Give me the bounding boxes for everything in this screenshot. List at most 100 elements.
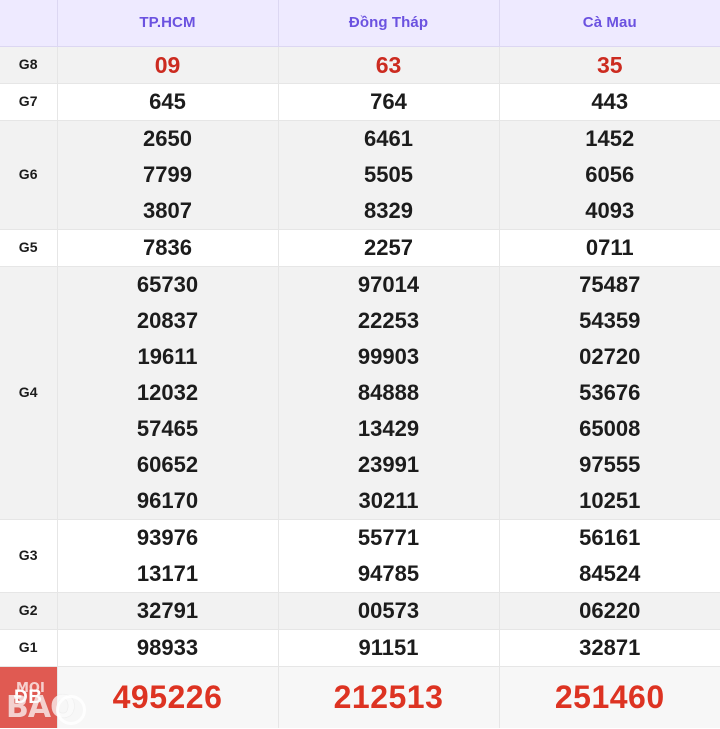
prize-cell-g4-dongthap: 97014 22253 99903 84888 13429 23991 30211 [278, 266, 500, 520]
prize-number: 00573 [357, 597, 420, 623]
prize-cell-g8-tphcm: 09 [57, 46, 279, 84]
prize-number: 55771 [357, 524, 420, 550]
special-prize-tphcm: 495226 [57, 666, 279, 728]
number-stack: 00573 [279, 593, 499, 629]
prize-cell-g3-tphcm: 93976 13171 [57, 519, 279, 593]
prize-number: 13171 [136, 560, 199, 586]
number-stack: 35 [500, 47, 720, 83]
table-row: G6 2650 7799 3807 6461 5505 8329 1452 6056 4093 [0, 120, 720, 230]
number-stack: 32871 [500, 630, 720, 666]
prize-number: 443 [591, 88, 629, 114]
prize-label-g6: G6 [0, 120, 58, 230]
prize-label-g5: G5 [0, 229, 58, 267]
prize-cell-g5-camau: 0711 [499, 229, 720, 267]
prize-number: 19611 [137, 343, 198, 369]
prize-number: 93976 [136, 524, 199, 550]
prize-number: 97555 [579, 451, 641, 477]
number-stack: 93976 13171 [58, 520, 278, 592]
number-stack: 0711 [500, 230, 720, 266]
number-stack: 65730 20837 19611 12032 57465 60652 96170 [58, 267, 278, 519]
prize-cell-g6-tphcm: 2650 7799 3807 [57, 120, 279, 230]
watermark-ring-icon [56, 695, 86, 725]
prize-label-g4: G4 [0, 266, 58, 520]
column-header-tphcm: TP.HCM [57, 0, 279, 47]
column-header-camau: Cà Mau [499, 0, 720, 47]
prize-cell-g7-tphcm: 645 [57, 83, 279, 121]
special-prize-camau: 251460 [499, 666, 720, 728]
number-stack: 06220 [500, 593, 720, 629]
prize-number: 13429 [357, 415, 420, 441]
table-row: G2 32791 00573 06220 [0, 592, 720, 630]
prize-cell-g6-dongthap: 6461 5505 8329 [278, 120, 500, 230]
number-stack: 98933 [58, 630, 278, 666]
prize-cell-g3-camau: 56161 84524 [499, 519, 720, 593]
prize-number: 6461 [364, 125, 413, 151]
prize-number: 65730 [136, 271, 199, 297]
prize-label-g3: G3 [0, 519, 58, 593]
table-row: G1 98933 91151 32871 [0, 629, 720, 667]
number-stack: 764 [279, 84, 499, 120]
prize-cell-g1-dongthap: 91151 [278, 629, 500, 667]
number-stack: 443 [500, 84, 720, 120]
number-stack: 32791 [58, 593, 278, 629]
prize-cell-g3-dongthap: 55771 94785 [278, 519, 500, 593]
header-row: TP.HCM Đồng Tháp Cà Mau [0, 0, 720, 47]
number-stack: 6461 5505 8329 [279, 121, 499, 229]
prize-number: 3807 [143, 197, 192, 223]
prize-number: 2650 [143, 125, 192, 151]
special-prize-dongthap: 212513 [278, 666, 500, 728]
table-header: TP.HCM Đồng Tháp Cà Mau [0, 0, 720, 47]
prize-number: 99903 [357, 343, 420, 369]
number-stack: 91151 [279, 630, 499, 666]
prize-number: 8329 [364, 197, 413, 223]
prize-cell-g6-camau: 1452 6056 4093 [499, 120, 720, 230]
prize-label-g2: G2 [0, 592, 58, 630]
prize-number: 53676 [579, 379, 641, 405]
prize-number: 2257 [364, 234, 413, 260]
prize-number: 94785 [357, 560, 420, 586]
prize-number: 91151 [358, 634, 419, 660]
prize-cell-g2-camau: 06220 [499, 592, 720, 630]
header-corner-cell [0, 0, 58, 47]
prize-cell-g1-tphcm: 98933 [57, 629, 279, 667]
prize-number: 764 [370, 88, 407, 114]
prize-number: 5505 [364, 161, 413, 187]
column-header-dongthap: Đồng Tháp [278, 0, 500, 47]
table-row: G5 7836 2257 0711 [0, 229, 720, 267]
prize-cell-g2-dongthap: 00573 [278, 592, 500, 630]
table-row: G7 645 764 443 [0, 83, 720, 121]
prize-number: 60652 [136, 451, 199, 477]
number-stack: 75487 54359 02720 53676 65008 97555 10251 [500, 267, 720, 519]
prize-number: 65008 [579, 415, 641, 441]
number-stack: 56161 84524 [500, 520, 720, 592]
number-stack: 645 [58, 84, 278, 120]
prize-number: 84888 [357, 379, 420, 405]
prize-cell-g5-tphcm: 7836 [57, 229, 279, 267]
prize-number: 645 [149, 88, 186, 114]
prize-number: 32871 [579, 634, 641, 660]
number-stack: 09 [58, 47, 278, 83]
number-stack: 97014 22253 99903 84888 13429 23991 30211 [279, 267, 499, 519]
prize-number: 30211 [358, 487, 419, 513]
prize-number: 10251 [579, 487, 641, 513]
table-row: G3 93976 13171 55771 94785 56161 84524 [0, 519, 720, 593]
special-prize-badge-cell: ĐB [0, 666, 58, 728]
prize-number: 98933 [136, 634, 199, 660]
prize-number: 09 [154, 51, 181, 78]
prize-number: 22253 [357, 307, 420, 333]
prize-cell-g7-camau: 443 [499, 83, 720, 121]
prize-number: 23991 [357, 451, 420, 477]
prize-number: 7836 [143, 234, 192, 260]
number-stack: 7836 [58, 230, 278, 266]
special-prize-label: ĐB [14, 686, 43, 708]
prize-cell-g4-tphcm: 65730 20837 19611 12032 57465 60652 96170 [57, 266, 279, 520]
prize-number: 02720 [579, 343, 641, 369]
prize-number: 56161 [579, 524, 641, 550]
prize-cell-g8-dongthap: 63 [278, 46, 500, 84]
prize-label-g8: G8 [0, 46, 58, 84]
prize-number: 0711 [585, 234, 634, 260]
prize-number: 97014 [357, 271, 420, 297]
prize-number: 96170 [136, 487, 199, 513]
